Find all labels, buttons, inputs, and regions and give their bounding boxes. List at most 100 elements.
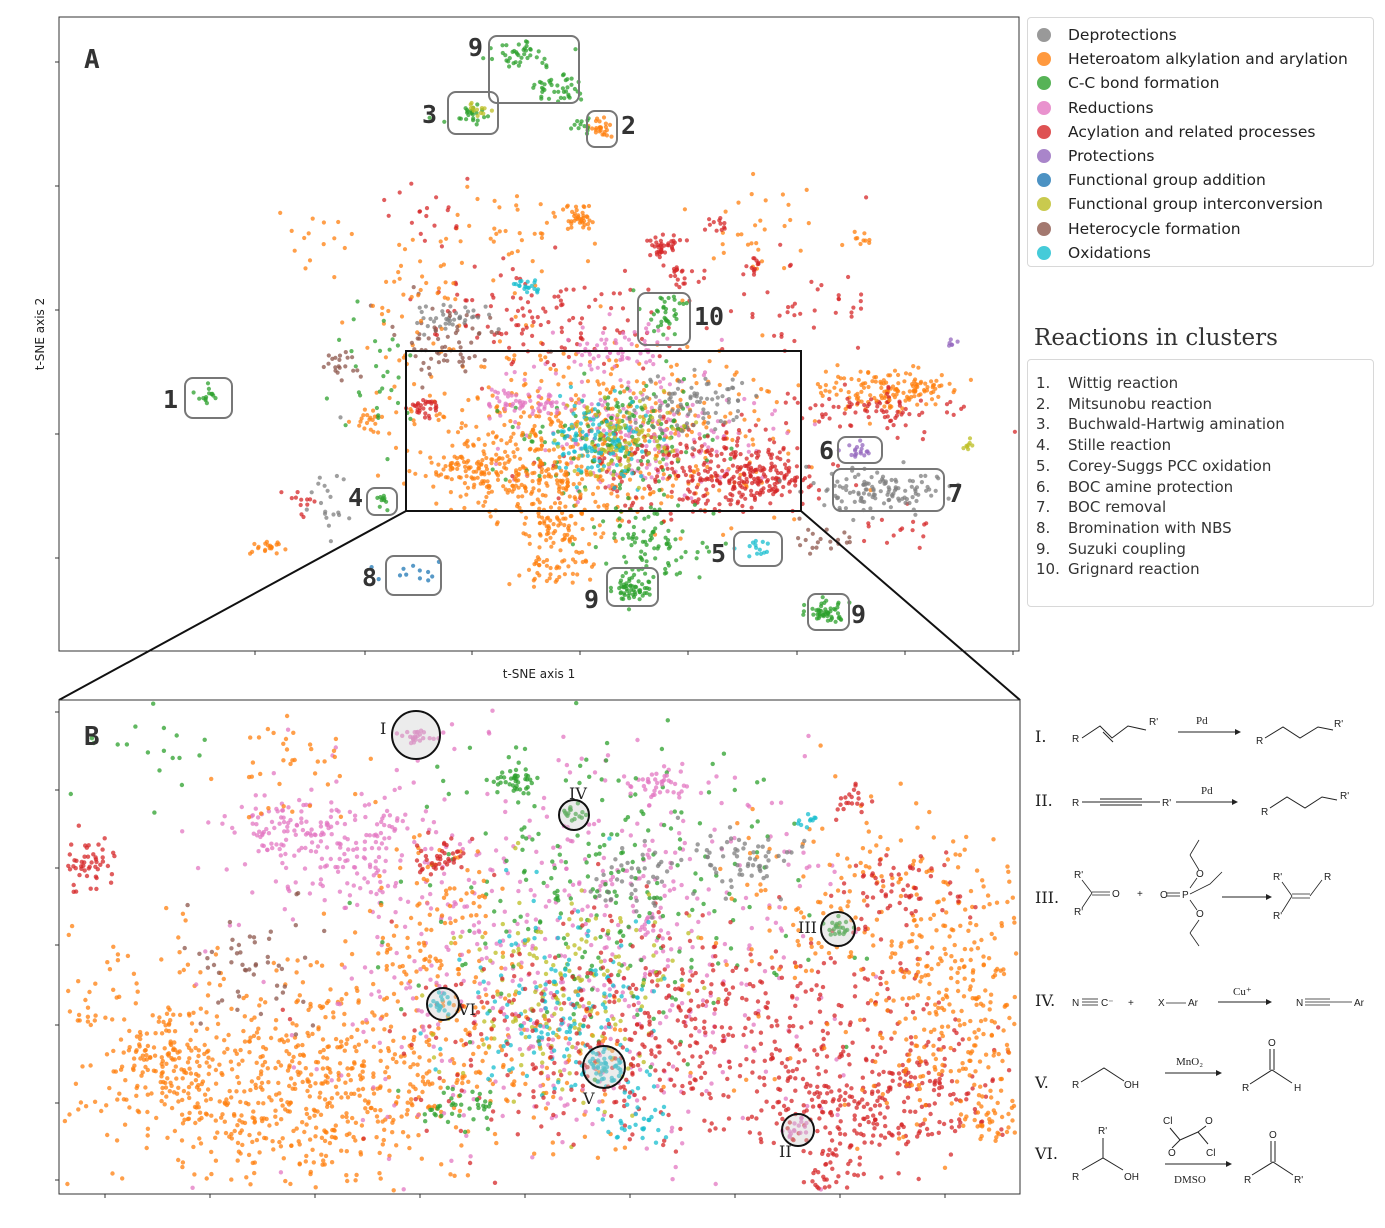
data-point [349, 951, 355, 957]
cluster-label: 3 [422, 100, 437, 129]
data-point [536, 488, 542, 493]
data-point [180, 1076, 185, 1081]
data-point [619, 472, 624, 477]
data-point [534, 849, 539, 854]
data-point [182, 1070, 187, 1075]
data-point [261, 1045, 266, 1050]
data-point [460, 929, 465, 934]
data-point [471, 308, 476, 313]
data-point [579, 316, 585, 321]
data-point [558, 298, 564, 303]
data-point [734, 415, 739, 420]
data-point [859, 446, 864, 451]
data-point [860, 443, 865, 448]
data-point [310, 216, 315, 221]
data-point [493, 848, 499, 853]
data-point [590, 441, 595, 446]
data-point [496, 456, 501, 461]
data-point [434, 980, 439, 985]
data-point [653, 401, 658, 406]
data-point [751, 1022, 756, 1027]
data-point [186, 1091, 191, 1096]
data-point [293, 495, 298, 500]
data-point [197, 1136, 202, 1141]
data-point [644, 383, 649, 388]
data-point [856, 490, 861, 495]
data-point [669, 399, 675, 404]
data-point [680, 497, 685, 502]
data-point [897, 403, 903, 408]
data-point [351, 317, 356, 322]
data-point [638, 470, 643, 475]
data-point [631, 592, 636, 597]
data-point [577, 453, 582, 458]
data-point [891, 533, 896, 538]
data-point [852, 229, 857, 234]
data-point [610, 882, 615, 887]
data-point [523, 381, 528, 387]
data-point [641, 477, 646, 482]
data-point [181, 967, 186, 973]
data-point [836, 404, 841, 410]
data-point [638, 414, 643, 419]
data-point [213, 952, 219, 957]
data-point [279, 1117, 284, 1122]
data-point [968, 377, 974, 382]
data-point [563, 1036, 568, 1041]
data-point [543, 355, 548, 360]
data-point [408, 416, 413, 421]
data-point [331, 1015, 336, 1020]
data-point [528, 446, 533, 451]
data-point [778, 926, 784, 931]
data-point [365, 1109, 370, 1115]
data-point [653, 394, 659, 399]
data-point [589, 402, 594, 407]
data-point [284, 1033, 289, 1038]
data-point [715, 402, 720, 407]
data-point [777, 313, 782, 318]
data-point [601, 531, 606, 536]
data-point [427, 115, 432, 120]
data-point [672, 307, 677, 313]
data-point [802, 602, 807, 608]
data-point [604, 945, 609, 950]
data-point [751, 171, 756, 177]
data-point [194, 982, 199, 987]
data-point [468, 106, 473, 111]
data-point [503, 407, 508, 412]
data-point [427, 1069, 432, 1074]
data-point [267, 1095, 272, 1100]
data-point [349, 1091, 354, 1097]
data-point [626, 380, 631, 385]
data-point [627, 463, 632, 468]
data-point [260, 1063, 265, 1068]
data-point [539, 466, 545, 472]
data-point [665, 466, 670, 471]
data-point [505, 1026, 510, 1032]
data-point [337, 1045, 343, 1050]
data-point [643, 571, 648, 576]
data-point [111, 1048, 116, 1054]
data-point [818, 385, 823, 390]
data-point [661, 332, 666, 337]
data-point [604, 133, 610, 138]
data-point [677, 285, 682, 290]
data-point [80, 1064, 85, 1069]
data-point [729, 526, 734, 531]
data-point [570, 882, 576, 887]
data-point [570, 580, 575, 585]
data-point [368, 427, 373, 432]
data-point [394, 950, 399, 956]
data-point [754, 393, 759, 398]
data-point [586, 830, 591, 835]
data-point [629, 399, 635, 405]
data-point [629, 342, 634, 347]
data-point [65, 1181, 70, 1187]
data-point [290, 1086, 295, 1091]
data-point [479, 364, 484, 369]
data-point [458, 454, 463, 460]
data-point [238, 1130, 243, 1136]
data-point [323, 1153, 329, 1159]
data-point [483, 499, 488, 504]
data-point [122, 1122, 128, 1127]
